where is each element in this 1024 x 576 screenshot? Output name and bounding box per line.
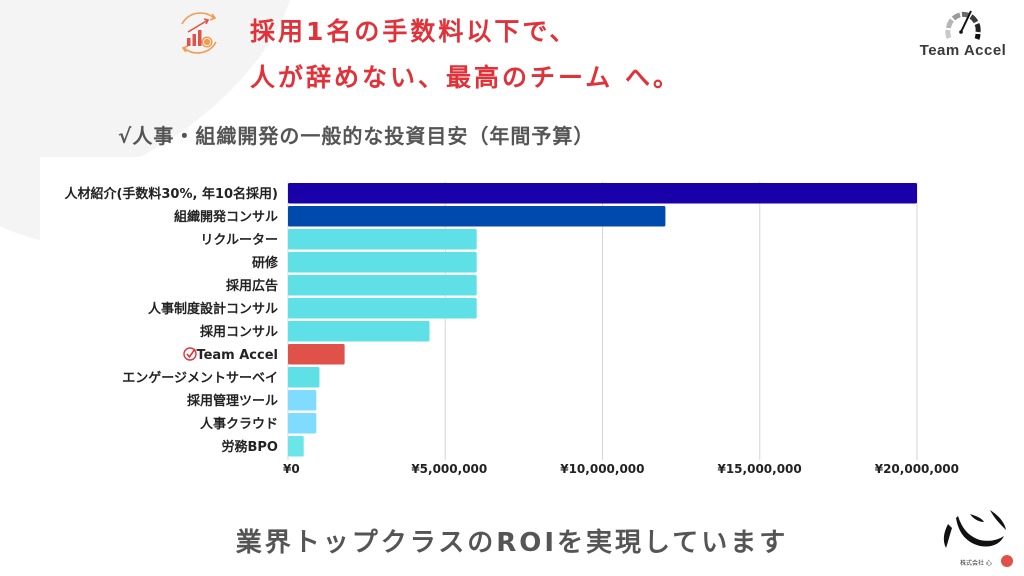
brand-name: 株式会社 心 xyxy=(960,559,992,567)
category-label: 人事制度設計コンサル xyxy=(148,301,278,317)
team-accel-logo: Team Accel xyxy=(908,8,1018,68)
bar-5 xyxy=(288,298,477,319)
bar-4 xyxy=(288,275,477,296)
bar-2 xyxy=(288,229,477,250)
bar-11 xyxy=(288,436,304,457)
category-label: 研修 xyxy=(252,255,279,271)
bar-3 xyxy=(288,252,477,273)
category-label: リクルーター xyxy=(200,233,278,248)
category-label: Team Accel xyxy=(196,348,278,363)
headline-line-1: 採用1名の手数料以下で、 xyxy=(250,17,578,46)
category-label: 採用管理ツール xyxy=(187,393,278,409)
category-label: 採用広告 xyxy=(226,278,278,294)
check-circle-icon xyxy=(183,347,197,361)
headline-line-2: 人が辞めない、最高のチーム へ。 xyxy=(250,63,681,92)
x-tick-label: ¥5,000,000 xyxy=(411,462,487,476)
x-tick-label: ¥10,000,000 xyxy=(560,462,644,476)
bar-8 xyxy=(288,367,320,388)
footer-tagline: 業界トップクラスのROIを実現しています xyxy=(235,528,789,558)
bar-1 xyxy=(288,206,666,227)
speedometer-icon xyxy=(945,10,981,40)
bar-6 xyxy=(288,321,430,342)
bar-0 xyxy=(288,183,917,204)
chart-subtitle: √人事・組織開発の一般的な投資目安（年間予算） xyxy=(118,124,595,148)
bar-10 xyxy=(288,413,317,434)
category-label: 労務BPO xyxy=(222,439,279,455)
category-label: 人事クラウド xyxy=(200,416,278,432)
category-label: 採用コンサル xyxy=(200,324,278,340)
category-label: エンゲージメントサーベイ xyxy=(122,370,278,386)
growth-chart-coin-icon xyxy=(181,12,217,54)
bar-9 xyxy=(288,390,317,411)
category-label: 人材紹介(手数料30%, 年10名採用) xyxy=(64,186,278,202)
brand-logo-kokoro: 株式会社 心 xyxy=(943,510,1013,567)
bar-7 xyxy=(288,344,345,365)
logo-text: Team Accel xyxy=(919,42,1007,59)
x-tick-label: ¥15,000,000 xyxy=(717,462,801,476)
category-label: 組織開発コンサル xyxy=(174,209,278,225)
x-tick-label: ¥0 xyxy=(283,462,300,476)
x-tick-label: ¥20,000,000 xyxy=(875,462,959,476)
